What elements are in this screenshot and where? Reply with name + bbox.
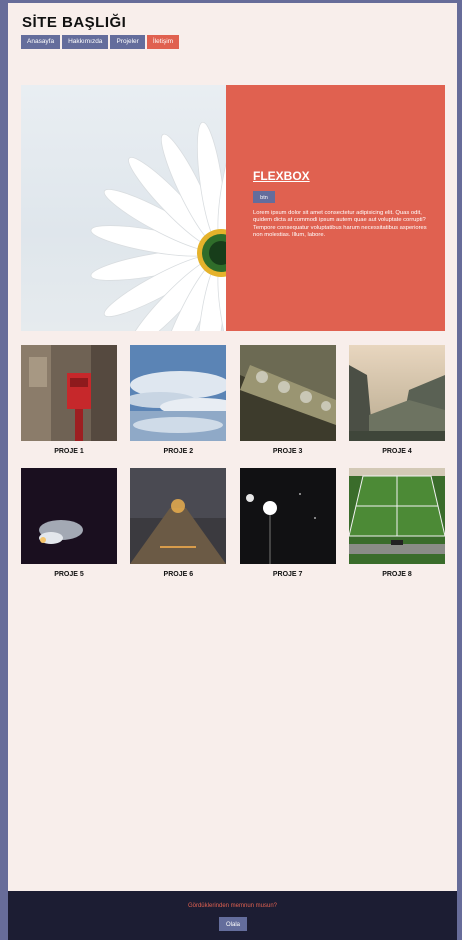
project-card[interactable]: PROJE 3	[239, 345, 336, 458]
project-image-guitar	[239, 345, 336, 441]
hero-image-daisy	[21, 85, 226, 331]
page-container: SİTE BAŞLIĞI Anasayfa Hakkımızda Projele…	[8, 3, 457, 891]
project-image-valley	[348, 345, 445, 441]
project-label: PROJE 6	[163, 571, 194, 578]
footer: Gördüklerinden memnun musun? Olala	[8, 891, 457, 940]
project-card[interactable]: PROJE 5	[21, 468, 117, 581]
project-image-smoke	[21, 468, 117, 564]
project-label: PROJE 2	[163, 448, 194, 455]
project-image-tennis-court	[348, 468, 445, 564]
project-label: PROJE 4	[382, 448, 412, 455]
site-title: SİTE BAŞLIĞI	[22, 14, 127, 31]
project-card[interactable]: PROJE 7	[239, 468, 336, 581]
nav-item-hakkimizda[interactable]: Hakkımızda	[62, 35, 109, 49]
hero-button[interactable]: btn	[253, 191, 275, 203]
project-card[interactable]: PROJE 4	[348, 345, 445, 458]
hero-panel: FLEXBOX btn Lorem ipsum dolor sit amet c…	[226, 85, 445, 331]
hero-title[interactable]: FLEXBOX	[253, 169, 310, 183]
hero-description: Lorem ipsum dolor sit amet consectetur a…	[253, 210, 427, 238]
projects-grid: PROJE 1 PROJE 2	[21, 345, 445, 581]
nav-item-anasayfa[interactable]: Anasayfa	[21, 35, 61, 49]
project-card[interactable]: PROJE 1	[21, 345, 117, 458]
project-label: PROJE 5	[54, 571, 84, 578]
project-label: PROJE 7	[272, 571, 303, 578]
project-label: PROJE 8	[382, 571, 412, 578]
project-image-mailbox	[21, 345, 117, 441]
project-image-sky	[130, 345, 227, 441]
project-label: PROJE 1	[54, 448, 84, 455]
project-card[interactable]: PROJE 2	[130, 345, 227, 458]
main-nav: Anasayfa Hakkımızda Projeler İletişim	[21, 35, 180, 49]
nav-item-iletisim[interactable]: İletişim	[146, 35, 180, 49]
footer-question: Gördüklerinden memnun musun?	[187, 903, 278, 909]
hero-section: FLEXBOX btn Lorem ipsum dolor sit amet c…	[21, 85, 445, 331]
nav-item-projeler[interactable]: Projeler	[110, 35, 145, 49]
footer-button[interactable]: Olala	[219, 917, 247, 931]
project-image-night-lamps	[239, 468, 336, 564]
project-card[interactable]: PROJE 6	[130, 468, 227, 581]
project-card[interactable]: PROJE 8	[348, 468, 445, 581]
project-image-road	[130, 468, 227, 564]
project-label: PROJE 3	[272, 448, 303, 455]
